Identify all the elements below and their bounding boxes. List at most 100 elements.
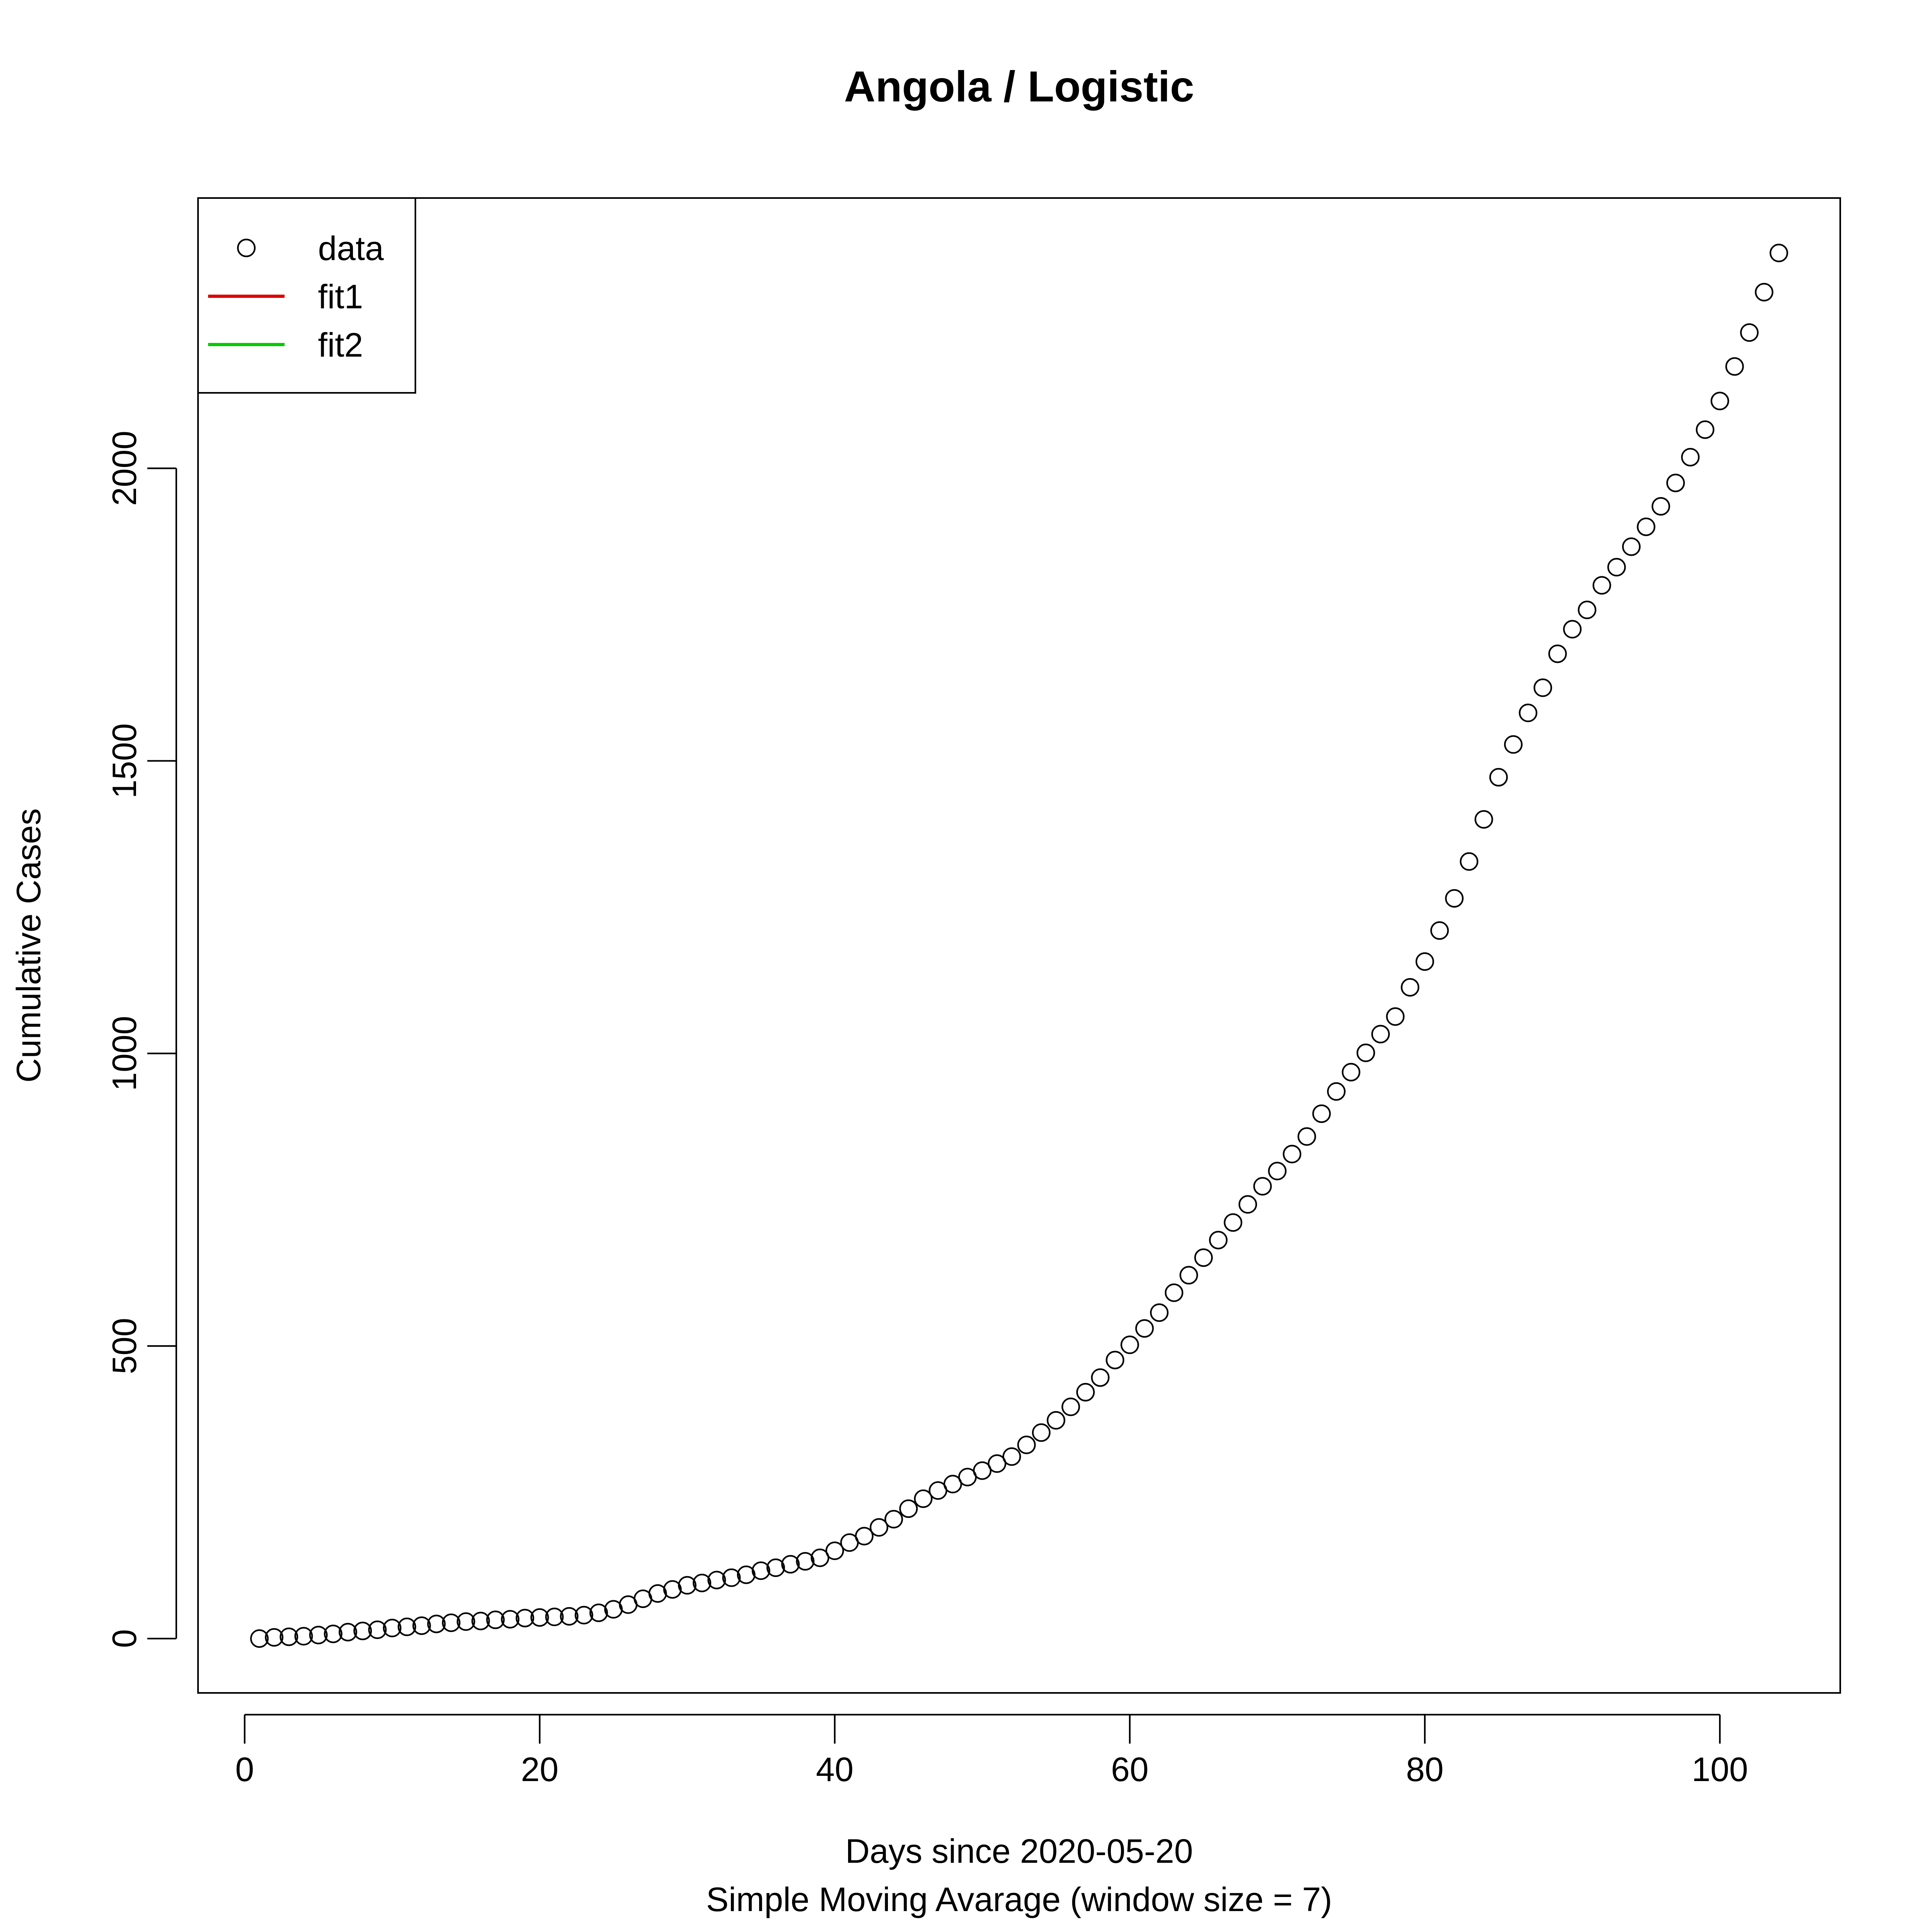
y-tick-label: 2000	[105, 431, 143, 506]
data-point	[737, 1565, 755, 1584]
data-point	[722, 1568, 741, 1587]
data-point	[1238, 1195, 1257, 1214]
data-point	[530, 1608, 549, 1627]
data-point	[589, 1603, 608, 1622]
data-point	[1209, 1230, 1228, 1249]
data-point	[693, 1573, 712, 1592]
data-point	[309, 1626, 328, 1645]
data-point	[1637, 517, 1655, 536]
data-point	[1681, 448, 1700, 466]
y-tick-label: 0	[105, 1629, 143, 1648]
data-point	[501, 1610, 520, 1629]
data-point	[1076, 1383, 1095, 1402]
data-point	[1091, 1368, 1110, 1387]
data-point	[1312, 1104, 1331, 1123]
data-point	[339, 1622, 357, 1641]
data-point	[1342, 1063, 1360, 1082]
data-point	[486, 1610, 505, 1629]
y-axis: 0 500 1000 1500 2000	[105, 431, 177, 1648]
data-point	[663, 1580, 682, 1599]
data-point	[914, 1489, 933, 1508]
data-point	[1106, 1350, 1125, 1369]
legend-label-fit1: fit1	[318, 278, 363, 316]
data-point	[751, 1561, 770, 1580]
data-point	[368, 1620, 387, 1639]
data-point	[766, 1558, 785, 1577]
legend-label-data: data	[318, 229, 384, 267]
y-tick-label: 500	[105, 1318, 143, 1374]
data-point	[1607, 558, 1626, 577]
data-point	[1283, 1145, 1302, 1164]
data-point	[988, 1454, 1007, 1473]
data-point	[1224, 1213, 1243, 1232]
legend-label-fit2: fit2	[318, 326, 363, 364]
data-point	[1740, 323, 1759, 342]
data-point	[383, 1618, 402, 1637]
x-tick-label: 20	[521, 1750, 558, 1788]
data-point	[1622, 537, 1641, 556]
x-axis-sublabel: Simple Moving Avarage (window size = 7)	[706, 1880, 1332, 1918]
data-point	[1548, 644, 1567, 663]
data-point	[1150, 1303, 1169, 1322]
data-point	[1164, 1283, 1183, 1302]
data-point	[1046, 1411, 1065, 1430]
data-point	[574, 1606, 593, 1624]
data-point	[884, 1510, 903, 1529]
data-point	[973, 1461, 992, 1480]
data-point	[1135, 1319, 1154, 1338]
data-point	[545, 1608, 564, 1627]
data-point	[648, 1584, 667, 1603]
data-point	[1371, 1025, 1390, 1044]
data-point	[855, 1527, 874, 1546]
y-tick-label: 1500	[105, 723, 143, 799]
data-point	[899, 1499, 918, 1518]
data-point	[265, 1628, 284, 1647]
chart-title: Angola / Logistic	[844, 62, 1194, 111]
data-point	[1253, 1177, 1272, 1196]
data-point	[1534, 678, 1552, 697]
data-point	[1386, 1007, 1405, 1026]
data-point	[1297, 1127, 1316, 1146]
data-point	[1179, 1266, 1198, 1285]
data-point	[1430, 921, 1449, 940]
data-point	[707, 1571, 726, 1589]
data-point	[1578, 601, 1597, 619]
data-point	[1194, 1248, 1213, 1267]
data-point	[1489, 768, 1508, 787]
data-point	[678, 1576, 697, 1595]
data-point	[1268, 1162, 1287, 1181]
data-point	[324, 1624, 343, 1643]
plot-area-frame	[197, 197, 1841, 1694]
x-tick-label: 40	[816, 1750, 853, 1788]
legend-data-symbol	[237, 239, 256, 257]
x-axis: 0 20 40 60 80 100	[235, 1714, 1748, 1788]
data-point	[442, 1613, 460, 1632]
data-point	[1754, 283, 1773, 301]
data-point	[1769, 244, 1788, 262]
data-point	[516, 1609, 535, 1628]
data-point	[456, 1612, 475, 1631]
data-point	[796, 1552, 815, 1571]
x-tick-label: 100	[1692, 1750, 1748, 1788]
data-point	[1459, 852, 1478, 871]
data-point	[1563, 620, 1582, 639]
data-point	[1666, 473, 1685, 492]
x-tick-label: 60	[1111, 1750, 1148, 1788]
x-tick-label: 80	[1406, 1750, 1443, 1788]
data-point	[1356, 1043, 1375, 1062]
data-point	[471, 1612, 490, 1631]
x-axis-label: Days since 2020-05-20	[845, 1832, 1193, 1870]
data-point	[1327, 1082, 1346, 1101]
data-point	[1415, 952, 1434, 971]
data-point	[1017, 1435, 1036, 1454]
data-point	[1696, 420, 1715, 439]
data-point	[781, 1555, 800, 1574]
data-point	[397, 1617, 416, 1636]
data-point	[250, 1629, 269, 1648]
data-point	[943, 1475, 962, 1494]
data-point	[560, 1607, 579, 1626]
data-point	[1061, 1397, 1080, 1416]
data-point	[1651, 497, 1670, 516]
data-point	[1445, 889, 1464, 908]
